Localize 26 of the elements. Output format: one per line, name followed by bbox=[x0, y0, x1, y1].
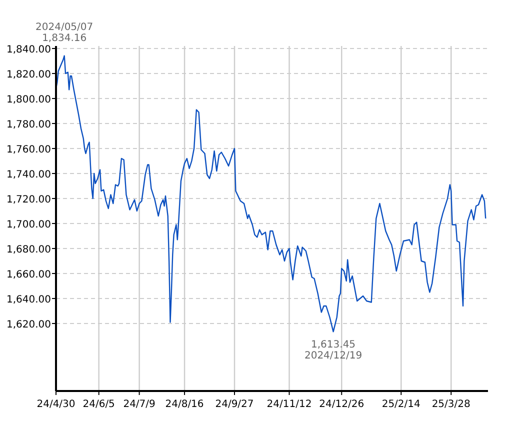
x-tick-label: 24/11/12 bbox=[266, 399, 312, 410]
y-tick-label: 1,680.00 bbox=[6, 244, 51, 256]
x-tick-label: 24/6/5 bbox=[82, 399, 115, 410]
y-tick-label: 1,800.00 bbox=[6, 94, 51, 106]
y-tick-label: 1,720.00 bbox=[6, 194, 51, 206]
annotation: 2024/05/07 bbox=[36, 22, 94, 33]
annotation: 1,613.45 bbox=[311, 340, 356, 351]
x-tick-label: 24/9/27 bbox=[215, 399, 254, 410]
y-tick-label: 1,660.00 bbox=[6, 270, 51, 280]
y-tick-label: 1,780.00 bbox=[6, 120, 51, 130]
x-tick-label: 25/2/14 bbox=[382, 399, 420, 410]
x-tick-label: 25/3/28 bbox=[432, 399, 470, 410]
y-tick-label: 1,840.00 bbox=[6, 44, 51, 56]
x-tick-label: 24/4/30 bbox=[36, 399, 76, 410]
annotation: 2024/12/19 bbox=[304, 350, 362, 362]
y-tick-label: 1,640.00 bbox=[6, 294, 51, 306]
x-tick-label: 24/7/9 bbox=[123, 399, 156, 410]
y-tick-label: 1,700.00 bbox=[6, 220, 51, 230]
y-tick-label: 1,740.00 bbox=[6, 170, 51, 180]
x-tick-label: 24/8/16 bbox=[165, 399, 204, 410]
x-tick-label: 24/12/26 bbox=[319, 399, 364, 410]
line-series bbox=[55, 55, 486, 332]
y-tick-label: 1,760.00 bbox=[6, 144, 51, 156]
y-tick-label: 1,620.00 bbox=[6, 320, 51, 330]
y-tick-label: 1,820.00 bbox=[6, 70, 51, 80]
annotation: 1,834.16 bbox=[42, 33, 87, 44]
